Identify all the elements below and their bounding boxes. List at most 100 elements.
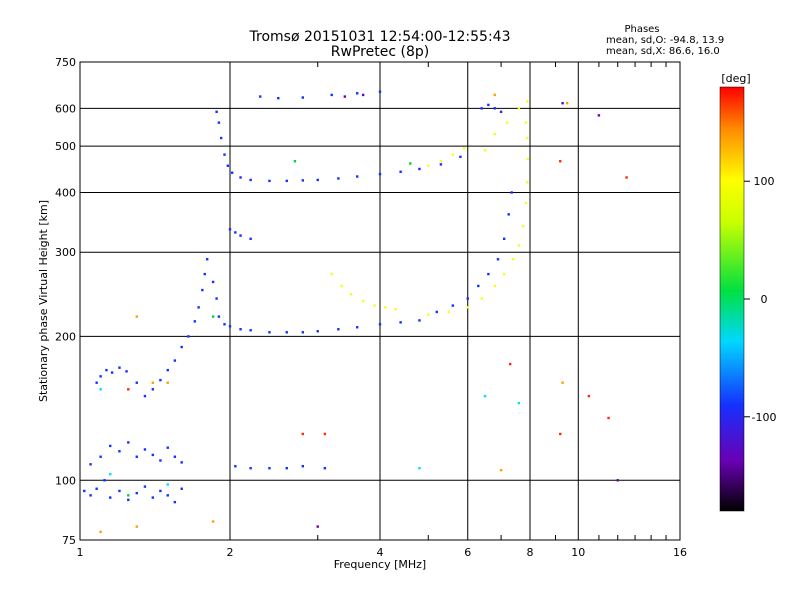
data-point [99, 530, 102, 534]
data-point [480, 297, 483, 300]
axis-ticks: 1 2 4 6 8 10 16 75 100 200 300 400 500 600 750 [55, 56, 687, 559]
data-point [201, 288, 204, 292]
data-point [505, 121, 509, 124]
data-point [355, 326, 359, 329]
data-point [323, 432, 327, 436]
stats-x: mean, sd,X: 86.6, 16.0 [606, 46, 720, 57]
chart-subtitle: RwPretec (8p) [331, 44, 429, 60]
data-point [293, 160, 297, 163]
data-point [166, 368, 169, 372]
data-point [361, 93, 365, 97]
x-tick-label: 10 [571, 546, 585, 559]
data-point [496, 258, 500, 261]
data-point [249, 178, 252, 182]
data-point [487, 103, 490, 107]
x-tick-label: 1 [77, 546, 84, 559]
data-point [135, 455, 138, 458]
data-point [285, 466, 288, 470]
data-point [239, 234, 242, 237]
data-points [83, 90, 628, 534]
data-point [597, 114, 601, 117]
x-tick-label: 4 [377, 546, 384, 559]
data-point [228, 228, 232, 231]
data-point [127, 494, 130, 497]
data-point [193, 320, 197, 323]
x-tick-label: 8 [527, 546, 534, 559]
data-point [301, 331, 305, 334]
data-point [135, 525, 138, 528]
data-point [526, 157, 530, 161]
data-point [499, 110, 503, 114]
data-point [607, 416, 610, 420]
data-point [510, 191, 513, 194]
data-point [394, 307, 397, 311]
data-point [83, 489, 86, 493]
data-point [483, 394, 487, 398]
data-point [507, 213, 510, 216]
data-point [330, 272, 333, 276]
data-point [109, 444, 112, 448]
data-point [559, 432, 562, 436]
data-point [409, 162, 412, 165]
data-point [105, 368, 108, 372]
data-point [228, 325, 232, 328]
data-point [143, 485, 147, 488]
data-point [223, 153, 226, 156]
data-point [215, 110, 218, 114]
data-point [561, 101, 564, 105]
y-tick-label: 200 [55, 330, 76, 343]
data-point [234, 465, 237, 468]
data-point [418, 466, 421, 470]
data-point [526, 100, 529, 103]
data-point [517, 107, 521, 110]
data-point [205, 258, 209, 261]
data-point [493, 132, 497, 136]
data-point [173, 359, 177, 362]
data-point [215, 297, 218, 300]
data-point [180, 345, 183, 349]
chart-title: Tromsø 20151031 12:54:00-12:55:43 [249, 29, 511, 45]
data-point [259, 95, 262, 98]
data-point [159, 378, 162, 382]
colorbar-tick-label: 0 [761, 293, 768, 306]
data-point [378, 90, 382, 93]
data-point [587, 394, 591, 398]
y-tick-label: 75 [62, 534, 76, 547]
data-point [316, 525, 319, 528]
data-point [89, 463, 92, 466]
x-axis-label: Frequency [MHz] [334, 558, 426, 571]
data-point [197, 306, 200, 309]
data-point [459, 155, 462, 159]
data-point [211, 520, 215, 523]
data-point [451, 304, 455, 307]
data-point [565, 101, 569, 105]
data-point [499, 468, 503, 472]
data-point [462, 147, 466, 150]
data-point [166, 494, 169, 497]
data-point [95, 381, 98, 384]
data-point [217, 315, 221, 318]
data-point [95, 487, 98, 490]
data-point [447, 310, 451, 314]
data-point [487, 272, 490, 276]
data-point [99, 375, 102, 378]
data-point [378, 323, 382, 326]
data-point [439, 163, 443, 166]
data-point [118, 489, 121, 493]
stats-o: mean, sd,O: -94.8, 13.9 [606, 35, 724, 46]
data-point [89, 494, 92, 497]
data-point [151, 381, 155, 384]
data-point [135, 315, 138, 318]
data-point [466, 306, 469, 309]
stats-heading: Phases [624, 24, 659, 35]
data-point [399, 321, 402, 324]
data-point [384, 306, 387, 309]
y-tick-label: 600 [55, 102, 76, 115]
data-point [239, 176, 242, 179]
data-point [466, 297, 469, 300]
data-point [427, 164, 430, 167]
data-point [226, 164, 230, 167]
x-tick-label: 2 [227, 546, 234, 559]
colorbar [720, 87, 744, 511]
data-point [521, 225, 525, 228]
